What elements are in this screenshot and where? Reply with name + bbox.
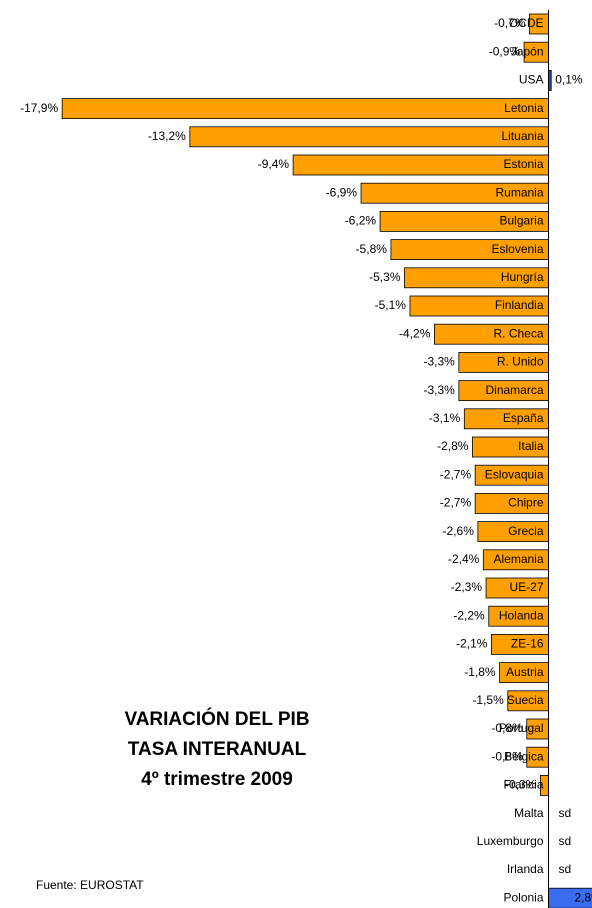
value-label: -1,8% [464, 665, 496, 679]
value-label: -2,6% [443, 524, 475, 538]
value-label: -3,3% [423, 355, 455, 369]
value-label: 2,8% [575, 890, 592, 904]
category-label: España [503, 411, 544, 425]
value-label: sd [559, 806, 572, 820]
value-label: -2,4% [448, 552, 480, 566]
chart-title: 4º trimestre 2009 [141, 769, 293, 790]
value-label: -2,2% [453, 608, 485, 622]
category-label: ZE-16 [511, 637, 544, 651]
value-label: -0,8% [491, 749, 523, 763]
category-label: Francia [504, 778, 544, 792]
category-label: Grecia [508, 524, 544, 538]
category-label: Irlanda [507, 862, 544, 876]
value-label: -13,2% [148, 129, 186, 143]
category-label: Finlandia [495, 298, 544, 312]
value-label: -5,1% [375, 298, 407, 312]
category-label: Malta [514, 806, 544, 820]
category-label: Eslovenia [491, 242, 543, 256]
value-label: -2,8% [437, 439, 469, 453]
category-label: Suecia [507, 693, 544, 707]
value-label: -2,7% [440, 467, 472, 481]
value-label: -2,7% [440, 496, 472, 510]
value-label: -6,9% [326, 185, 358, 199]
category-label: Estonia [503, 157, 543, 171]
source: Fuente: EUROSTAT [36, 878, 144, 892]
category-label: Portugal [499, 721, 544, 735]
category-label: UE-27 [510, 580, 544, 594]
value-label: -2,1% [456, 637, 488, 651]
category-label: Chipre [508, 496, 544, 510]
chart-title: TASA INTERANUAL [128, 739, 307, 760]
category-label: Alemania [493, 552, 543, 566]
category-label: Eslovaquia [485, 467, 544, 481]
bar [189, 126, 549, 148]
value-label: -1,5% [472, 693, 504, 707]
value-label: 0,1% [555, 73, 583, 87]
category-label: Hungría [501, 270, 544, 284]
value-label: -3,3% [423, 383, 455, 397]
category-label: Rumania [495, 185, 543, 199]
value-label: -0,7% [494, 16, 526, 30]
category-label: Bélgica [504, 749, 544, 763]
category-label: Austria [506, 665, 544, 679]
value-label: -5,8% [356, 242, 388, 256]
value-label: -4,2% [399, 326, 431, 340]
value-label: sd [559, 862, 572, 876]
value-label: -6,2% [345, 214, 377, 228]
value-label: -3,1% [429, 411, 461, 425]
category-label: Italia [518, 439, 544, 453]
value-label: -0,9% [489, 44, 521, 58]
value-label: -0,3% [505, 778, 537, 792]
category-label: R. Checa [493, 326, 543, 340]
chart-title: VARIACIÓN DEL PIB [124, 708, 309, 730]
value-label: -5,3% [369, 270, 401, 284]
category-label: R. Unido [497, 355, 544, 369]
category-label: Holanda [499, 608, 544, 622]
value-label: -0,8% [491, 721, 523, 735]
value-label: -17,9% [20, 101, 58, 115]
category-label: Bulgaria [499, 214, 543, 228]
value-label: -9,4% [258, 157, 290, 171]
value-label: -2,3% [451, 580, 483, 594]
category-label: Letonia [504, 101, 544, 115]
category-label: USA [519, 73, 544, 87]
category-label: Lituania [501, 129, 543, 143]
bar [61, 98, 549, 119]
category-label: OCDE [509, 16, 544, 30]
category-label: Polonia [503, 890, 543, 904]
category-label: Dinamarca [485, 383, 543, 397]
value-label: sd [559, 834, 572, 848]
category-label: Japón [511, 44, 544, 58]
category-label: Luxemburgo [477, 834, 544, 848]
